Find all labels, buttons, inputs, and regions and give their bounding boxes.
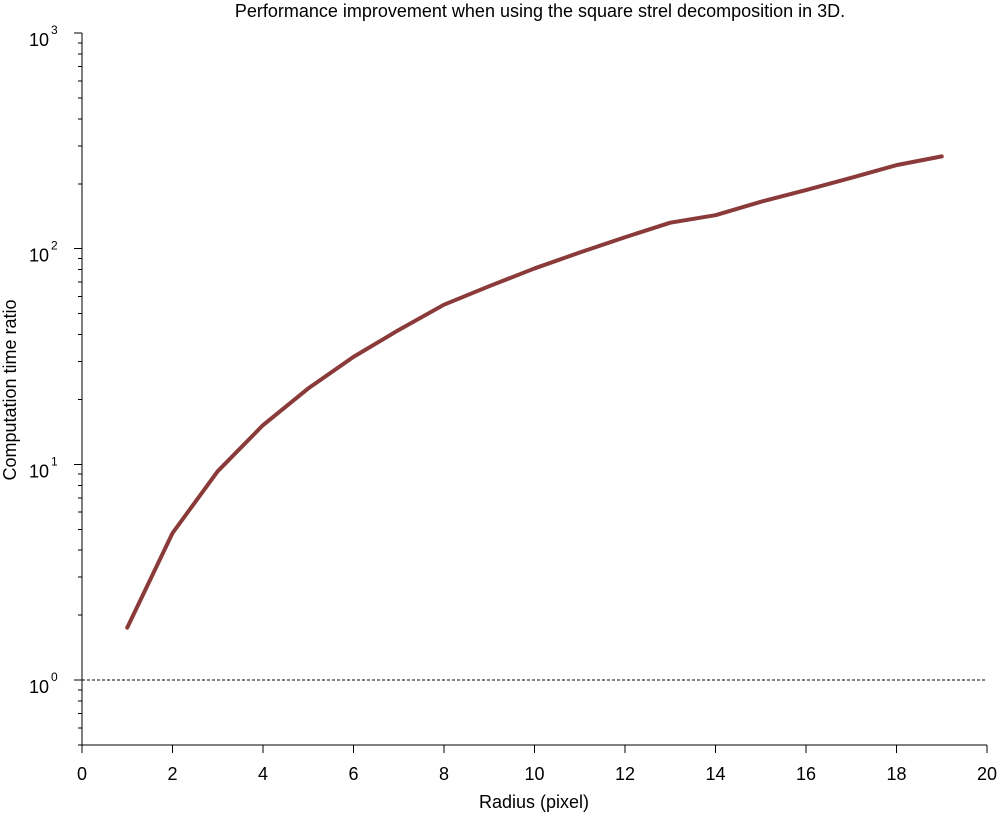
x-tick-label: 4 bbox=[258, 764, 268, 784]
series-layer bbox=[125, 154, 944, 630]
x-tick-label: 6 bbox=[348, 764, 358, 784]
y-tick-label: 10 bbox=[29, 677, 49, 697]
x-tick-label: 2 bbox=[167, 764, 177, 784]
x-axis-title: Radius (pixel) bbox=[479, 792, 589, 812]
series-line-0 bbox=[125, 154, 944, 630]
x-tick-label: 14 bbox=[705, 764, 725, 784]
x-tick-label: 0 bbox=[77, 764, 87, 784]
x-tick-label: 16 bbox=[796, 764, 816, 784]
x-tick-label: 8 bbox=[439, 764, 449, 784]
y-tick-exponent: 1 bbox=[51, 454, 58, 468]
y-tick-label: 10 bbox=[29, 30, 49, 50]
chart-title: Performance improvement when using the s… bbox=[235, 1, 845, 21]
x-tick-label: 10 bbox=[524, 764, 544, 784]
y-tick-exponent: 0 bbox=[51, 670, 58, 684]
y-axis-title: Computation time ratio bbox=[0, 299, 20, 480]
x-tick-label: 18 bbox=[886, 764, 906, 784]
y-tick-exponent: 3 bbox=[51, 23, 58, 37]
x-tick-label: 20 bbox=[977, 764, 997, 784]
x-tick-label: 12 bbox=[615, 764, 635, 784]
y-tick-exponent: 2 bbox=[51, 239, 58, 253]
y-tick-label: 10 bbox=[29, 246, 49, 266]
y-tick-label: 10 bbox=[29, 461, 49, 481]
